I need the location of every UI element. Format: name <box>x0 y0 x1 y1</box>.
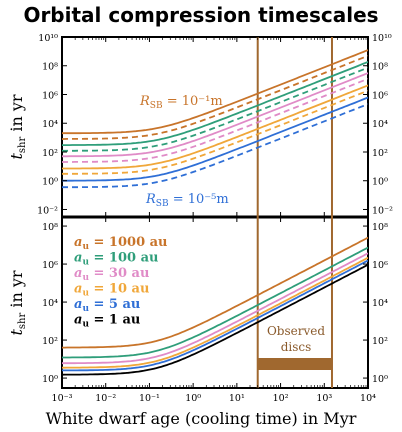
series-line-bottom-5 <box>62 263 368 376</box>
legend-entry: au = 1000 au <box>74 235 168 252</box>
observed-discs-lines <box>256 37 333 388</box>
y-tick-label-left: 10⁸ <box>42 222 58 233</box>
y-tick-label-left: 10⁴ <box>42 298 58 309</box>
x-tick-label: 10⁻² <box>95 393 116 404</box>
legend-entry: au = 1 au <box>74 313 140 330</box>
series-line-top-3 <box>62 66 368 152</box>
y-tick-label-left: 10⁻² <box>37 205 58 216</box>
series-line-top-4 <box>62 72 368 158</box>
y-tick-label-left: 10² <box>42 336 58 347</box>
x-tick-label: 10¹ <box>229 393 245 404</box>
series-line-top-0 <box>62 49 368 135</box>
y-tick-label-right: 10⁸ <box>372 222 388 233</box>
top-panel-frame <box>61 36 369 218</box>
chart-title: Orbital compression timescales <box>23 3 378 27</box>
y-tick-label-right: 10⁴ <box>372 298 388 309</box>
series-line-top-9 <box>62 103 368 189</box>
top-panel-curves <box>62 49 368 189</box>
series-line-bottom-3 <box>62 256 368 369</box>
y-axis-label-top: tshr in yr <box>7 94 28 159</box>
series-line-bottom-1 <box>62 246 368 359</box>
annotation-rsb-high: RSB = 10⁻¹m <box>139 94 223 111</box>
observed-discs-bar <box>257 358 332 370</box>
series-line-top-2 <box>62 61 368 146</box>
series-line-top-6 <box>62 84 368 170</box>
y-tick-label-left: 10² <box>42 148 58 159</box>
axes: 10⁻³ 10⁻² 10⁻¹ 10⁰ 10¹ 10² 10³ 10⁴ 10⁻² 10⁻² 10⁰ 10… <box>37 33 393 404</box>
legend-entry: au = 100 au <box>74 251 158 268</box>
observed-label-line1: Observed <box>267 324 325 338</box>
annotation-rsb-low: RSB = 10⁻⁵m <box>145 192 229 209</box>
y-tick-label-right: 10¹⁰ <box>372 33 392 44</box>
x-axis-label: White dwarf age (cooling time) in Myr <box>46 409 357 428</box>
y-axis-label-bottom: tshr in yr <box>7 270 28 335</box>
series-line-bottom-0 <box>62 236 368 349</box>
y-tick-label-right: 10⁰ <box>372 374 388 385</box>
x-tick-label: 10³ <box>316 393 332 404</box>
y-tick-label-left: 10¹⁰ <box>38 33 58 44</box>
y-tick-label-left: 10⁴ <box>42 119 58 130</box>
y-tick-label-right: 10⁻² <box>372 205 393 216</box>
x-tick-label: 10⁰ <box>185 393 201 404</box>
legend-entry: au = 30 au <box>74 266 149 283</box>
y-tick-label-left: 10⁶ <box>42 260 58 271</box>
x-tick-label: 10² <box>273 393 289 404</box>
observed-discs-band <box>257 358 332 370</box>
y-tick-label-right: 10² <box>372 336 388 347</box>
y-tick-label-left: 10⁶ <box>42 90 58 101</box>
series-line-top-7 <box>62 89 368 175</box>
x-tick-label: 10⁻¹ <box>139 393 160 404</box>
x-tick-label: 10⁴ <box>360 393 376 404</box>
y-tick-label-right: 10⁶ <box>372 260 388 271</box>
series-line-top-1 <box>62 54 368 140</box>
y-tick-label-left: 10⁰ <box>42 374 58 385</box>
series-line-top-5 <box>62 77 368 163</box>
y-tick-label-left: 10⁰ <box>42 177 58 188</box>
series-line-bottom-4 <box>62 259 368 372</box>
legend-entry: au = 10 au <box>74 282 149 299</box>
x-tick-label: 10⁻³ <box>52 393 73 404</box>
y-tick-label-left: 10⁸ <box>42 62 58 73</box>
y-tick-label-right: 10⁴ <box>372 119 388 130</box>
y-tick-label-right: 10² <box>372 148 388 159</box>
y-tick-label-right: 10⁸ <box>372 62 388 73</box>
series-line-bottom-2 <box>62 252 368 365</box>
bottom-panel-curves <box>62 236 368 376</box>
legend-entry: au = 5 au <box>74 297 140 314</box>
y-tick-label-right: 10⁶ <box>372 90 388 101</box>
observed-label-line2: discs <box>281 340 312 354</box>
series-line-top-8 <box>62 96 368 182</box>
y-tick-label-right: 10⁰ <box>372 177 388 188</box>
